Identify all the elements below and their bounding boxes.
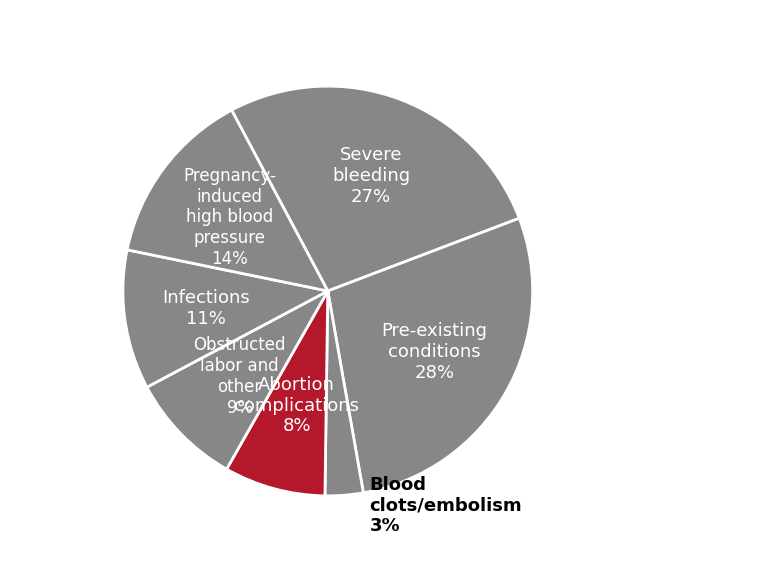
- Wedge shape: [123, 250, 327, 387]
- Wedge shape: [227, 291, 327, 496]
- Text: Pre-existing
conditions
28%: Pre-existing conditions 28%: [382, 322, 487, 382]
- Wedge shape: [232, 86, 519, 291]
- Wedge shape: [327, 218, 533, 493]
- Text: Abortion
complications
8%: Abortion complications 8%: [234, 376, 359, 435]
- Text: Severe
bleeding
27%: Severe bleeding 27%: [332, 146, 410, 206]
- Text: Pregnancy-
induced
high blood
pressure
14%: Pregnancy- induced high blood pressure 1…: [183, 167, 276, 268]
- Wedge shape: [127, 110, 327, 291]
- Wedge shape: [147, 291, 327, 469]
- Text: Blood
clots/embolism
3%: Blood clots/embolism 3%: [370, 475, 522, 535]
- Text: Infections
11%: Infections 11%: [162, 289, 250, 328]
- Text: Obstructed
labor and
other
9%: Obstructed labor and other 9%: [193, 336, 286, 417]
- Wedge shape: [325, 291, 363, 496]
